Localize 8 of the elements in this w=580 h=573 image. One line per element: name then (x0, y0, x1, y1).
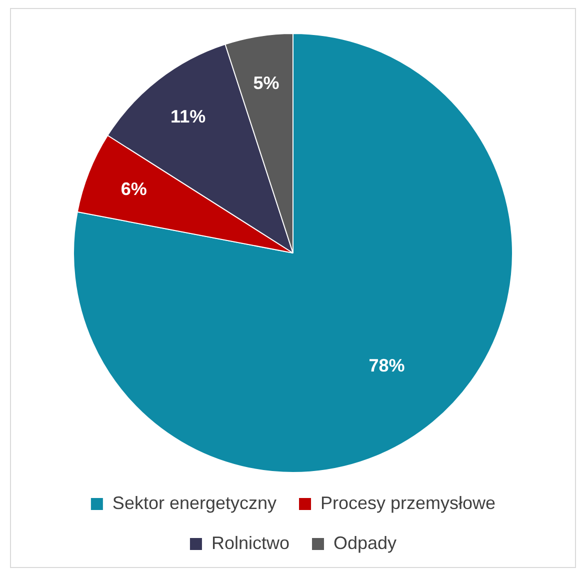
legend-label: Procesy przemysłowe (320, 492, 496, 513)
data-label: 5% (253, 72, 280, 93)
data-label: 78% (368, 355, 405, 376)
legend-label: Sektor energetyczny (112, 492, 277, 513)
data-label: 6% (120, 178, 147, 199)
legend-label: Rolnictwo (211, 532, 290, 553)
data-label: 11% (170, 106, 206, 127)
legend-label: Odpady (333, 532, 397, 553)
